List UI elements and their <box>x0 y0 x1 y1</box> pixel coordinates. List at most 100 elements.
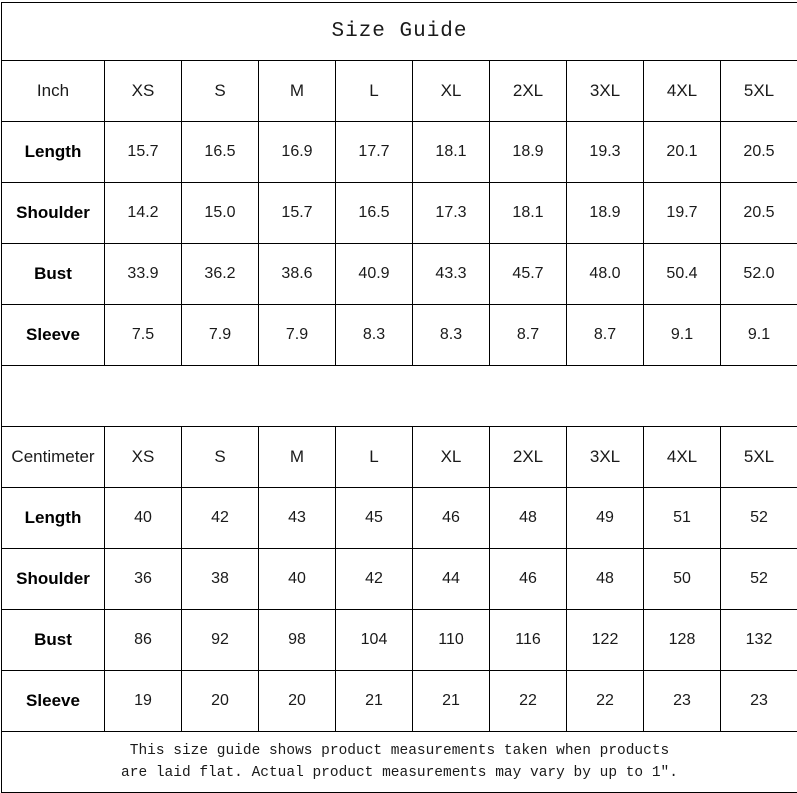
inch-bust-5xl: 52.0 <box>721 244 797 305</box>
note-row: This size guide shows product measuremen… <box>2 732 797 793</box>
cm-sleeve-xl: 21 <box>413 671 490 732</box>
cm-bust-5xl: 132 <box>721 610 797 671</box>
inch-sleeve-3xl: 8.7 <box>567 305 644 366</box>
cm-size-header-5xl: 5XL <box>721 427 797 488</box>
cm-size-header-l: L <box>336 427 413 488</box>
table-row: Length 15.7 16.5 16.9 17.7 18.1 18.9 19.… <box>2 122 797 183</box>
inch-row-label-sleeve: Sleeve <box>2 305 105 366</box>
cm-row-label-bust: Bust <box>2 610 105 671</box>
inch-length-s: 16.5 <box>182 122 259 183</box>
centimeter-unit-label: Centimeter <box>2 427 105 488</box>
inch-bust-m: 38.6 <box>259 244 336 305</box>
inch-bust-2xl: 45.7 <box>490 244 567 305</box>
table-row: Sleeve 19 20 20 21 21 22 22 23 23 <box>2 671 797 732</box>
cm-sleeve-m: 20 <box>259 671 336 732</box>
cm-length-2xl: 48 <box>490 488 567 549</box>
inch-shoulder-l: 16.5 <box>336 183 413 244</box>
inch-length-5xl: 20.5 <box>721 122 797 183</box>
inch-size-header-l: L <box>336 61 413 122</box>
cm-sleeve-l: 21 <box>336 671 413 732</box>
inch-size-header-2xl: 2XL <box>490 61 567 122</box>
inch-bust-4xl: 50.4 <box>644 244 721 305</box>
cm-length-l: 45 <box>336 488 413 549</box>
cm-sleeve-5xl: 23 <box>721 671 797 732</box>
inch-length-2xl: 18.9 <box>490 122 567 183</box>
cm-shoulder-4xl: 50 <box>644 549 721 610</box>
cm-sleeve-4xl: 23 <box>644 671 721 732</box>
inch-size-header-m: M <box>259 61 336 122</box>
cm-size-header-xl: XL <box>413 427 490 488</box>
inch-size-header-xs: XS <box>105 61 182 122</box>
inch-size-header-5xl: 5XL <box>721 61 797 122</box>
inch-length-xl: 18.1 <box>413 122 490 183</box>
inch-shoulder-2xl: 18.1 <box>490 183 567 244</box>
inch-length-3xl: 19.3 <box>567 122 644 183</box>
table-row: Shoulder 36 38 40 42 44 46 48 50 52 <box>2 549 797 610</box>
inch-size-header-s: S <box>182 61 259 122</box>
cm-length-xl: 46 <box>413 488 490 549</box>
cm-bust-m: 98 <box>259 610 336 671</box>
inch-row-label-length: Length <box>2 122 105 183</box>
inch-shoulder-s: 15.0 <box>182 183 259 244</box>
note-line-2: are laid flat. Actual product measuremen… <box>2 762 797 784</box>
inch-size-header-xl: XL <box>413 61 490 122</box>
cm-shoulder-2xl: 46 <box>490 549 567 610</box>
inch-size-header-3xl: 3XL <box>567 61 644 122</box>
cm-size-header-s: S <box>182 427 259 488</box>
inch-shoulder-xl: 17.3 <box>413 183 490 244</box>
cm-length-s: 42 <box>182 488 259 549</box>
cm-size-header-m: M <box>259 427 336 488</box>
table-row: Shoulder 14.2 15.0 15.7 16.5 17.3 18.1 1… <box>2 183 797 244</box>
cm-bust-l: 104 <box>336 610 413 671</box>
table-row: Sleeve 7.5 7.9 7.9 8.3 8.3 8.7 8.7 9.1 9… <box>2 305 797 366</box>
inch-sleeve-s: 7.9 <box>182 305 259 366</box>
inch-length-xs: 15.7 <box>105 122 182 183</box>
cm-shoulder-3xl: 48 <box>567 549 644 610</box>
inch-header-row: Inch XS S M L XL 2XL 3XL 4XL 5XL <box>2 61 797 122</box>
cm-bust-2xl: 116 <box>490 610 567 671</box>
inch-unit-label: Inch <box>2 61 105 122</box>
inch-shoulder-5xl: 20.5 <box>721 183 797 244</box>
cm-shoulder-5xl: 52 <box>721 549 797 610</box>
inch-shoulder-m: 15.7 <box>259 183 336 244</box>
cm-length-xs: 40 <box>105 488 182 549</box>
inch-sleeve-xs: 7.5 <box>105 305 182 366</box>
table-spacer-row <box>2 366 797 427</box>
inch-sleeve-4xl: 9.1 <box>644 305 721 366</box>
inch-sleeve-l: 8.3 <box>336 305 413 366</box>
cm-shoulder-l: 42 <box>336 549 413 610</box>
inch-row-label-bust: Bust <box>2 244 105 305</box>
table-row: Bust 86 92 98 104 110 116 122 128 132 <box>2 610 797 671</box>
cm-sleeve-xs: 19 <box>105 671 182 732</box>
inch-row-label-shoulder: Shoulder <box>2 183 105 244</box>
cm-length-5xl: 52 <box>721 488 797 549</box>
cm-bust-s: 92 <box>182 610 259 671</box>
cm-length-4xl: 51 <box>644 488 721 549</box>
size-guide-note: This size guide shows product measuremen… <box>2 732 797 793</box>
cm-shoulder-m: 40 <box>259 549 336 610</box>
cm-shoulder-xl: 44 <box>413 549 490 610</box>
cm-bust-4xl: 128 <box>644 610 721 671</box>
inch-shoulder-4xl: 19.7 <box>644 183 721 244</box>
cm-size-header-xs: XS <box>105 427 182 488</box>
cm-bust-xs: 86 <box>105 610 182 671</box>
table-row: Length 40 42 43 45 46 48 49 51 52 <box>2 488 797 549</box>
cm-size-header-3xl: 3XL <box>567 427 644 488</box>
page-title: Size Guide <box>2 3 797 61</box>
inch-bust-xs: 33.9 <box>105 244 182 305</box>
inch-length-m: 16.9 <box>259 122 336 183</box>
title-row: Size Guide <box>2 3 797 61</box>
cm-bust-3xl: 122 <box>567 610 644 671</box>
inch-shoulder-xs: 14.2 <box>105 183 182 244</box>
cm-size-header-4xl: 4XL <box>644 427 721 488</box>
cm-length-3xl: 49 <box>567 488 644 549</box>
cm-bust-xl: 110 <box>413 610 490 671</box>
table-row: Bust 33.9 36.2 38.6 40.9 43.3 45.7 48.0 … <box>2 244 797 305</box>
table-spacer-cell <box>2 366 797 427</box>
cm-sleeve-3xl: 22 <box>567 671 644 732</box>
inch-bust-l: 40.9 <box>336 244 413 305</box>
cm-row-label-sleeve: Sleeve <box>2 671 105 732</box>
inch-size-header-4xl: 4XL <box>644 61 721 122</box>
inch-bust-xl: 43.3 <box>413 244 490 305</box>
